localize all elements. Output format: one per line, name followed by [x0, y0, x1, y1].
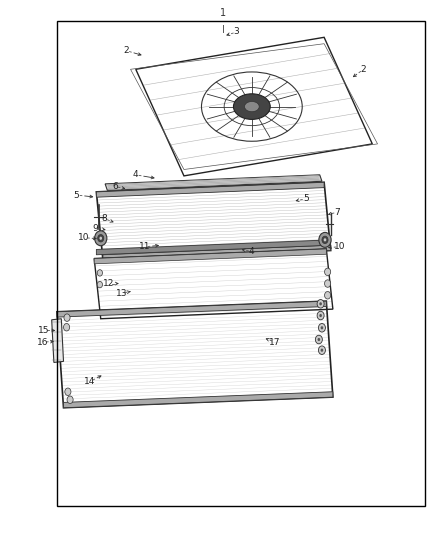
Circle shape	[64, 314, 70, 321]
Circle shape	[95, 231, 107, 246]
Polygon shape	[96, 240, 331, 255]
Text: 13: 13	[116, 289, 127, 297]
Circle shape	[324, 238, 326, 241]
Text: 5: 5	[303, 195, 309, 203]
Circle shape	[99, 237, 102, 240]
Circle shape	[315, 335, 322, 344]
Circle shape	[97, 270, 102, 276]
Text: 1: 1	[220, 9, 226, 18]
Circle shape	[318, 324, 325, 332]
Bar	[57, 21, 425, 506]
Ellipse shape	[244, 101, 259, 112]
Polygon shape	[96, 182, 324, 197]
Polygon shape	[94, 249, 326, 264]
Text: 7: 7	[334, 208, 340, 216]
Circle shape	[319, 302, 322, 305]
Text: 2: 2	[361, 65, 366, 74]
Text: 15: 15	[38, 326, 49, 335]
Text: 4: 4	[133, 171, 138, 179]
Circle shape	[317, 311, 324, 320]
Circle shape	[325, 280, 331, 287]
Text: 4: 4	[249, 247, 254, 256]
Text: 16: 16	[37, 338, 49, 346]
Text: 11: 11	[139, 243, 150, 251]
Circle shape	[325, 292, 331, 299]
Circle shape	[97, 281, 102, 288]
Text: 10: 10	[334, 243, 345, 251]
Circle shape	[98, 235, 104, 242]
Circle shape	[321, 349, 323, 352]
Circle shape	[318, 346, 325, 354]
Polygon shape	[105, 175, 322, 190]
Circle shape	[322, 236, 328, 244]
Circle shape	[64, 324, 70, 331]
Ellipse shape	[233, 94, 270, 119]
Polygon shape	[103, 245, 331, 260]
Text: 2: 2	[124, 46, 129, 55]
Polygon shape	[64, 392, 333, 408]
Polygon shape	[57, 301, 326, 317]
Circle shape	[65, 388, 71, 395]
Circle shape	[317, 300, 324, 308]
Text: 12: 12	[103, 279, 114, 288]
Text: 9: 9	[92, 224, 99, 232]
Text: 17: 17	[269, 338, 281, 346]
Text: 14: 14	[84, 377, 95, 386]
Circle shape	[321, 326, 323, 329]
Circle shape	[318, 338, 320, 341]
Text: 10: 10	[78, 233, 90, 242]
Circle shape	[325, 268, 331, 276]
Text: 8: 8	[101, 214, 107, 223]
Circle shape	[319, 314, 322, 317]
Circle shape	[319, 232, 331, 247]
Text: 6: 6	[112, 182, 118, 191]
Circle shape	[67, 396, 73, 403]
Text: 3: 3	[233, 28, 240, 36]
Polygon shape	[52, 319, 64, 362]
Text: 5: 5	[74, 191, 80, 199]
